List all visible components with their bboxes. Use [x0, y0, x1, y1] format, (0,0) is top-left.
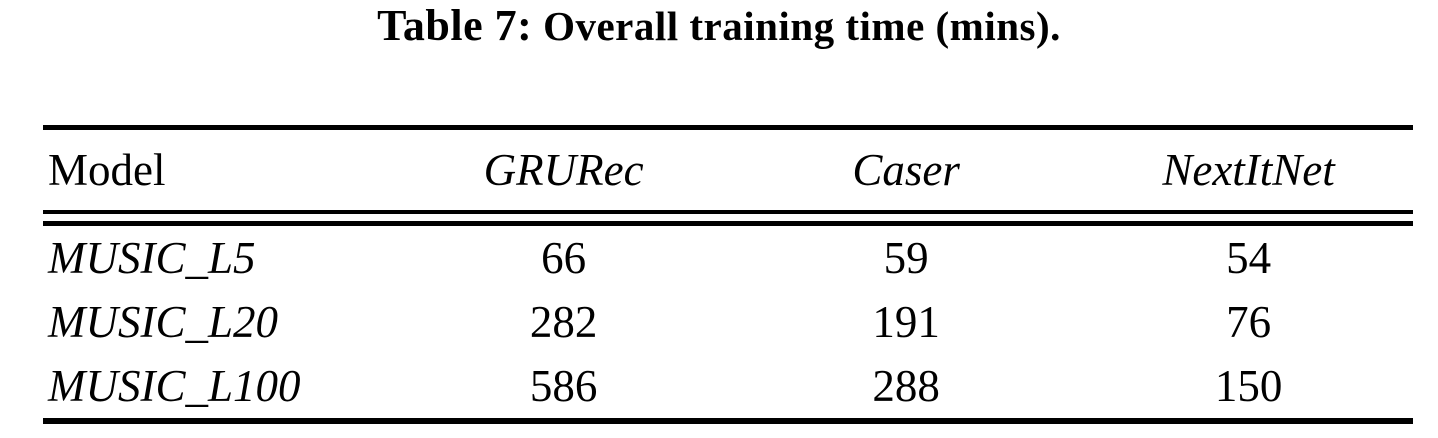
- cell-caser: 191: [872, 296, 940, 347]
- row-label: MUSIC_L5: [48, 232, 256, 283]
- header-double-rule: [43, 210, 1413, 226]
- row-label: MUSIC_L20: [48, 296, 279, 347]
- row-label: MUSIC_L100: [48, 360, 301, 411]
- table-caption-label: Table 7:: [377, 1, 533, 50]
- table-header-row: Model GRURec Caser NextItNet: [43, 130, 1413, 210]
- cell-grurec: 282: [529, 296, 598, 347]
- cell-nextitnet: 54: [1226, 232, 1272, 283]
- col-header-model: Model: [48, 144, 166, 195]
- table-rule-bottom: [43, 418, 1413, 424]
- table-row-music-l5: MUSIC_L5 66 59 54: [43, 226, 1413, 290]
- cell-grurec: 66: [541, 232, 587, 283]
- table-caption-text: Overall training time (mins).: [532, 3, 1061, 49]
- table-rule-top: [43, 125, 1413, 130]
- table-caption: Table 7: Overall training time (mins).: [0, 0, 1438, 62]
- cell-nextitnet: 76: [1226, 296, 1272, 347]
- table-row-music-l20: MUSIC_L20 282 191 76: [43, 290, 1413, 354]
- cell-caser: 59: [883, 232, 929, 283]
- table-row-music-l100: MUSIC_L100 586 288 150: [43, 354, 1413, 418]
- col-header-grurec: GRURec: [483, 144, 644, 195]
- cell-nextitnet: 150: [1214, 360, 1283, 411]
- col-header-caser: Caser: [852, 144, 960, 195]
- cell-caser: 288: [872, 360, 940, 411]
- training-time-table: Model GRURec Caser NextItNet MUSIC_L5 66…: [43, 125, 1413, 424]
- col-header-nextitnet: NextItNet: [1162, 144, 1335, 195]
- cell-grurec: 586: [529, 360, 598, 411]
